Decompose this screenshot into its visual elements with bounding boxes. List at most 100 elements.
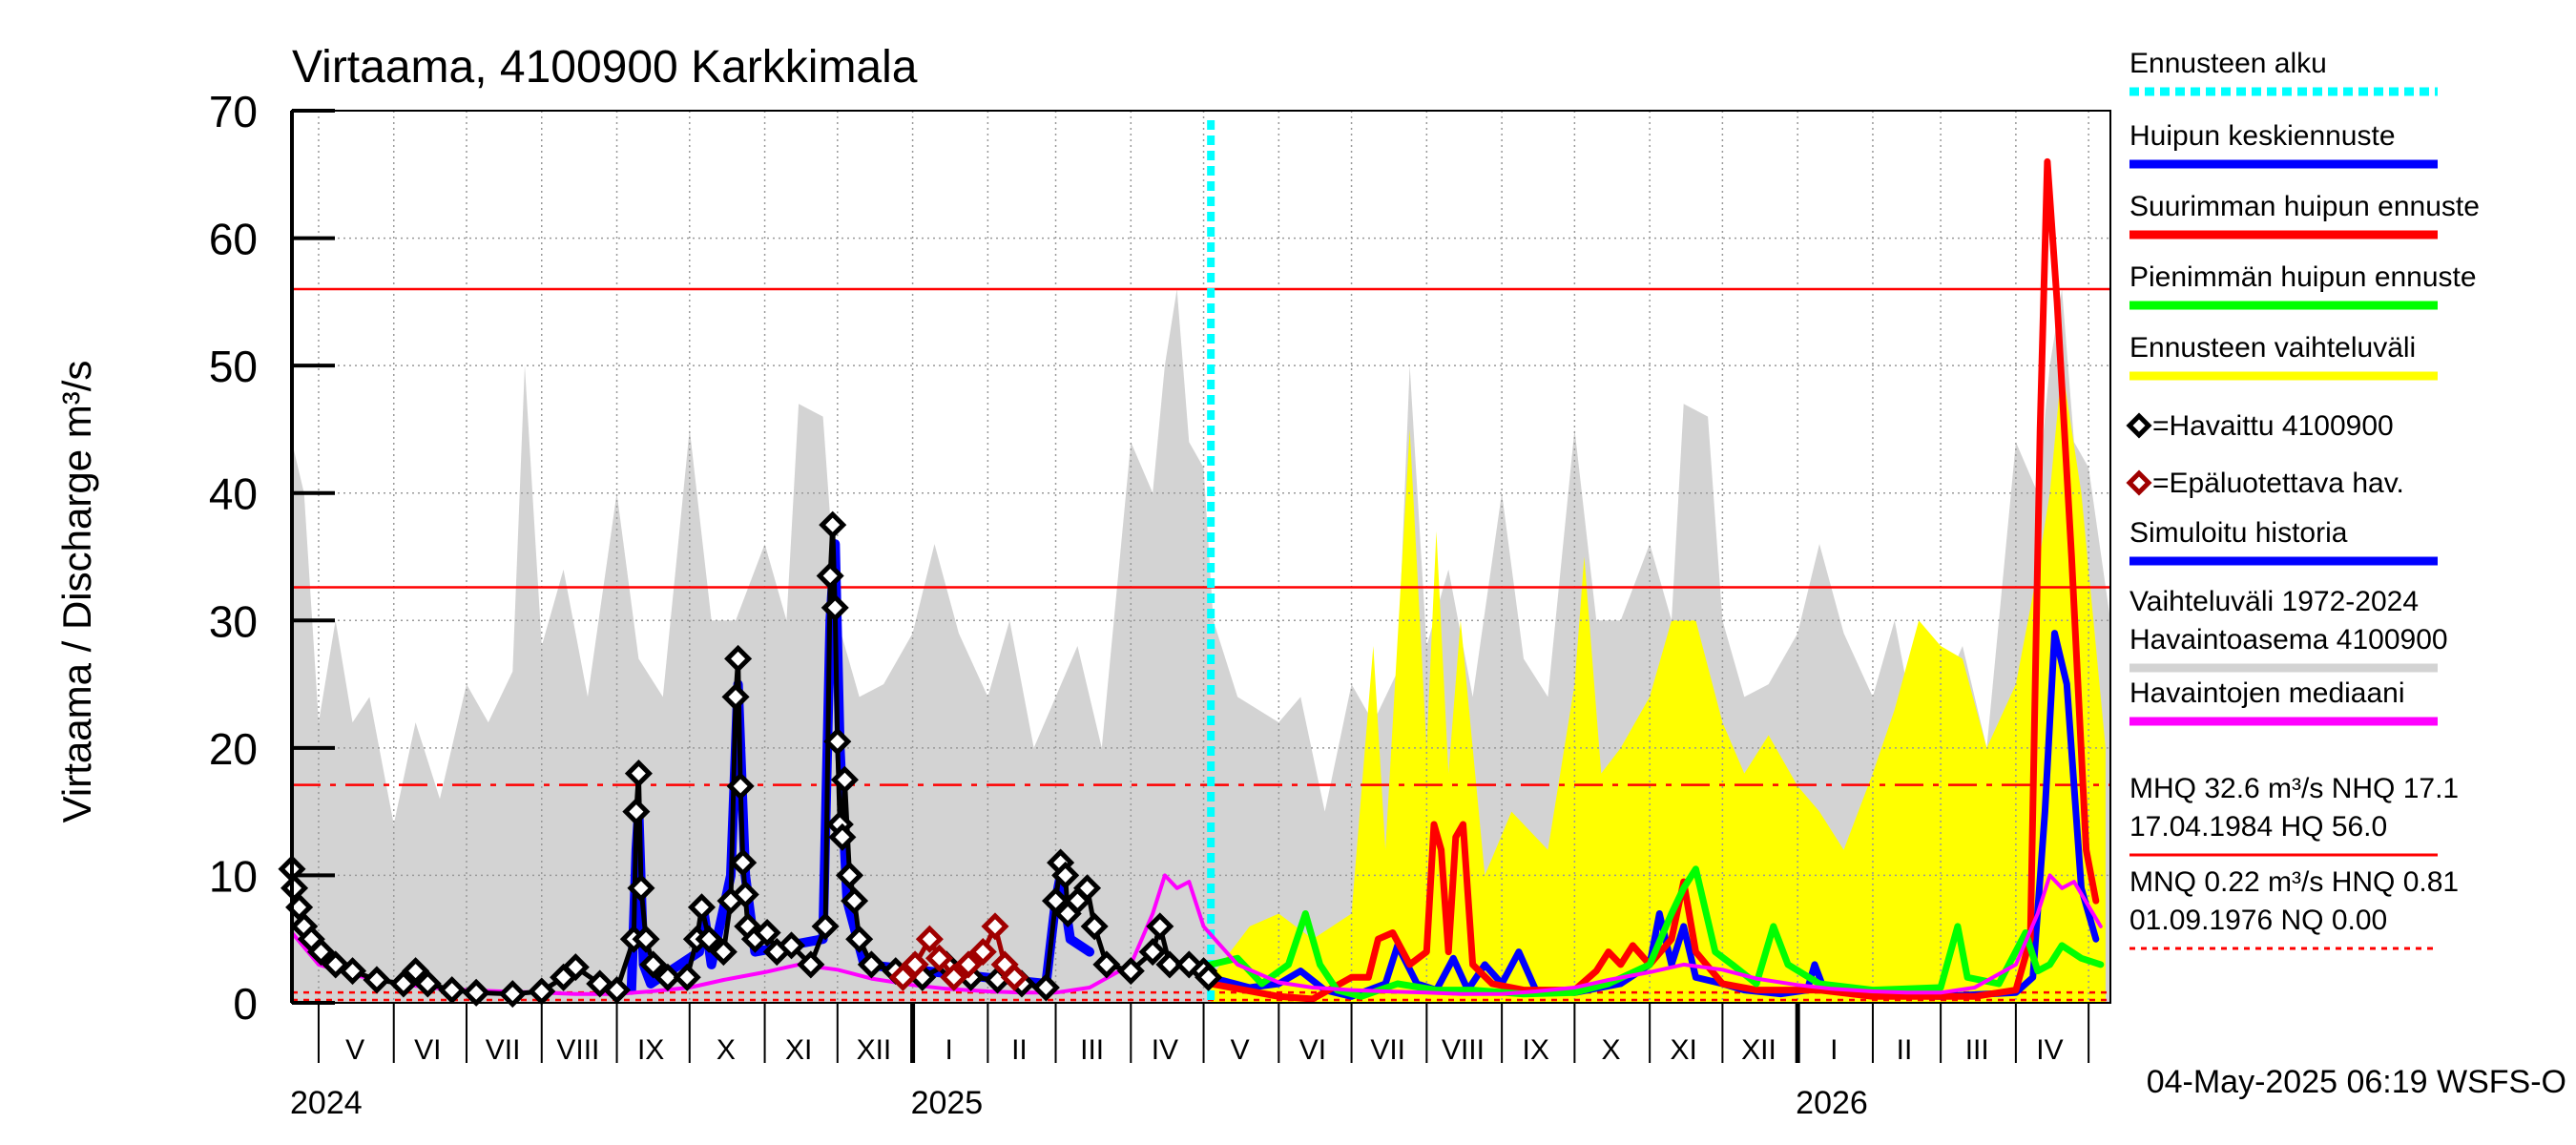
- observation-point: [753, 919, 781, 947]
- observation-point: [1080, 912, 1109, 941]
- y-tick-label: 50: [209, 342, 258, 391]
- x-year-label: 2026: [1796, 1085, 1868, 1121]
- y-tick-label: 40: [209, 469, 258, 519]
- x-month-label: X: [717, 1034, 736, 1066]
- legend-label: Havaintojen mediaani: [2129, 677, 2405, 709]
- observation-point: [915, 925, 944, 953]
- x-month-label: VII: [1370, 1034, 1405, 1066]
- observation-point: [828, 822, 857, 851]
- observation-point: [835, 861, 864, 889]
- x-month-label: VI: [414, 1034, 441, 1066]
- observation-point: [363, 966, 391, 994]
- observation-point: [1051, 861, 1080, 889]
- x-month-label: I: [945, 1034, 953, 1066]
- observation-point: [709, 938, 737, 967]
- observation-point: [1155, 950, 1184, 979]
- x-month-label: IX: [1523, 1034, 1549, 1066]
- observation-point: [413, 969, 442, 998]
- observation-point: [528, 977, 556, 1006]
- y-tick-label: 70: [209, 87, 258, 136]
- observation-point: [901, 950, 929, 979]
- observation-point: [498, 980, 527, 1009]
- legend-marker: [2126, 469, 2152, 496]
- legend-marker: [2126, 412, 2152, 439]
- legend-label-secondary: 01.09.1976 NQ 0.00: [2129, 905, 2387, 936]
- observation-point: [695, 925, 723, 953]
- y-axis-label: Virtaama / Discharge m³/s: [54, 361, 99, 823]
- observation-point: [561, 953, 590, 982]
- observation-point: [819, 510, 847, 539]
- observation-point: [888, 963, 917, 991]
- x-month-label: II: [1011, 1034, 1028, 1066]
- observation-point: [1041, 886, 1070, 915]
- x-month-label: IV: [2036, 1034, 2063, 1066]
- series-line-5: [1207, 865, 2105, 1000]
- observation-point: [726, 772, 755, 801]
- y-tick-label: 20: [209, 724, 258, 774]
- legend-label-secondary: 17.04.1984 HQ 56.0: [2129, 811, 2387, 843]
- x-month-label: XII: [1741, 1034, 1776, 1066]
- x-month-label: II: [1897, 1034, 1913, 1066]
- legend-label: =Havaittu 4100900: [2152, 410, 2394, 442]
- x-month-label: VI: [1299, 1034, 1326, 1066]
- y-tick-label: 60: [209, 215, 258, 264]
- observation-point: [940, 963, 968, 991]
- observation-point: [622, 798, 651, 826]
- legend-label: Simuloitu historia: [2129, 517, 2348, 549]
- observation-point: [797, 950, 825, 979]
- observation-point: [1138, 938, 1167, 967]
- x-month-label: IV: [1152, 1034, 1178, 1066]
- observation-point: [841, 886, 869, 915]
- series-layer: [290, 157, 2105, 1003]
- observation-point: [673, 963, 701, 991]
- observation-point: [438, 976, 467, 1005]
- y-tick-label: 10: [209, 851, 258, 901]
- observation-point: [830, 765, 859, 794]
- observation-point: [954, 950, 983, 979]
- x-month-label: III: [1965, 1034, 1989, 1066]
- x-month-label: XI: [1671, 1034, 1697, 1066]
- observation-point: [1031, 973, 1060, 1002]
- legend-label: Suurimman huipun ennuste: [2129, 191, 2480, 222]
- observation-markers-layer: [278, 510, 1223, 1009]
- observation-point: [1195, 963, 1223, 991]
- observation-point: [402, 957, 430, 986]
- observation-point: [1092, 950, 1121, 979]
- observation-point: [1000, 963, 1028, 991]
- x-month-label: I: [1830, 1034, 1838, 1066]
- observation-point: [816, 562, 844, 591]
- x-year-label: 2024: [290, 1085, 363, 1121]
- observation-point: [632, 925, 660, 953]
- x-year-label: 2025: [911, 1085, 984, 1121]
- observation-point: [654, 963, 682, 991]
- legend-label: Huipun keskiennuste: [2129, 120, 2396, 152]
- observation-point: [777, 931, 806, 960]
- observation-point: [857, 950, 885, 979]
- x-month-label: III: [1080, 1034, 1104, 1066]
- x-month-label: IX: [637, 1034, 664, 1066]
- legend-label: Vaihteluväli 1972-2024: [2129, 586, 2419, 617]
- x-month-label: VII: [486, 1034, 521, 1066]
- legend-label: MHQ 32.6 m³/s NHQ 17.1: [2129, 773, 2459, 804]
- observation-point: [389, 969, 418, 998]
- x-month-label: VIII: [1442, 1034, 1485, 1066]
- timestamp-footer: 04-May-2025 06:19 WSFS-O: [2147, 1064, 2566, 1100]
- legend-label: Pienimmän huipun ennuste: [2129, 261, 2477, 293]
- x-month-label: X: [1601, 1034, 1620, 1066]
- legend-label: Ennusteen alku: [2129, 48, 2327, 79]
- observation-point: [729, 848, 758, 877]
- legend-label: Ennusteen vaihteluväli: [2129, 332, 2416, 364]
- legend-label: MNQ 0.22 m³/s HNQ 0.81: [2129, 866, 2459, 898]
- observation-point: [821, 593, 849, 622]
- observation-point: [1146, 912, 1174, 941]
- observation-point: [721, 682, 750, 711]
- x-month-label: V: [345, 1034, 364, 1066]
- x-month-label: VIII: [556, 1034, 599, 1066]
- observation-point: [925, 944, 954, 972]
- observation-point: [624, 760, 653, 788]
- observation-point: [823, 727, 852, 756]
- legend-label: =Epäluotettava hav.: [2152, 468, 2404, 499]
- y-tick-label: 0: [233, 979, 258, 1029]
